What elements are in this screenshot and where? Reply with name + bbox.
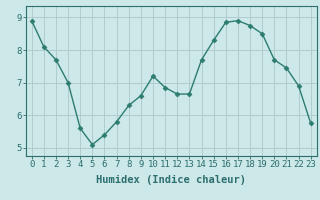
X-axis label: Humidex (Indice chaleur): Humidex (Indice chaleur) bbox=[96, 175, 246, 185]
